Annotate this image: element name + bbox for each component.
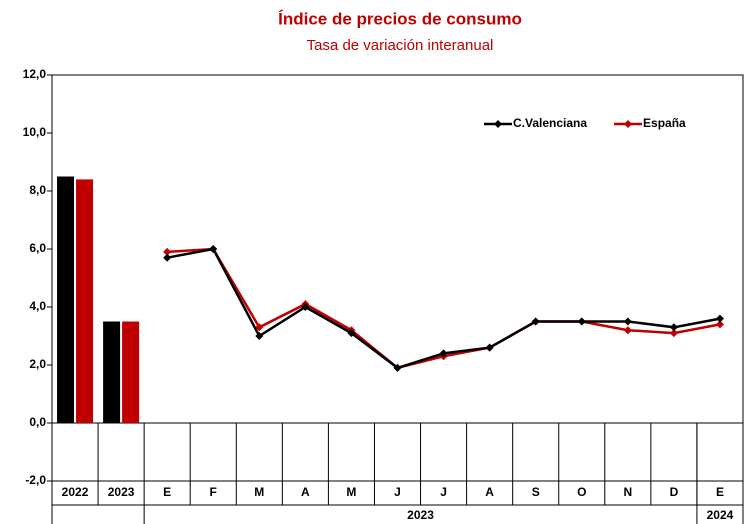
- bar: [76, 179, 94, 423]
- x-tick-label: A: [301, 485, 310, 499]
- x-tick-label: D: [670, 485, 679, 499]
- y-tick-label: 0,0: [29, 415, 46, 429]
- marker: [347, 329, 356, 338]
- x-tick-label: 2023: [108, 485, 135, 499]
- bar: [57, 176, 75, 423]
- group-label: 2023: [407, 508, 434, 522]
- y-tick-label: 10,0: [23, 125, 47, 139]
- marker: [669, 323, 678, 332]
- marker: [163, 253, 172, 262]
- marker: [669, 329, 678, 338]
- legend-label: C.Valenciana: [513, 116, 587, 130]
- marker: [255, 323, 264, 332]
- legend-label: España: [643, 116, 686, 130]
- y-tick-label: 4,0: [29, 299, 46, 313]
- marker: [623, 317, 632, 326]
- chart-title: Índice de precios de consumo: [278, 9, 522, 28]
- x-tick-label: E: [716, 485, 724, 499]
- marker: [209, 245, 218, 253]
- y-tick-label: 8,0: [29, 183, 46, 197]
- plot-frame: [51, 74, 744, 482]
- legend-marker: [624, 120, 633, 128]
- y-tick-label: -2,0: [25, 473, 46, 487]
- marker: [623, 326, 632, 335]
- chart-subtitle: Tasa de variación interanual: [307, 37, 494, 54]
- x-tick-label: O: [577, 485, 586, 499]
- marker: [485, 343, 494, 352]
- y-tick-label: 6,0: [29, 241, 46, 255]
- x-tick-label: J: [440, 485, 447, 499]
- marker: [255, 332, 264, 340]
- group-label: 2024: [707, 508, 734, 522]
- marker: [531, 317, 540, 326]
- x-tick-label: M: [254, 485, 264, 499]
- bar: [122, 321, 140, 423]
- bar: [103, 321, 121, 423]
- x-tick-label: M: [346, 485, 356, 499]
- x-tick-label: N: [623, 485, 632, 499]
- legend-marker: [494, 120, 502, 128]
- x-tick-label: F: [210, 485, 217, 499]
- marker: [577, 317, 586, 326]
- marker: [301, 303, 310, 311]
- marker: [163, 247, 172, 256]
- x-tick-label: A: [485, 485, 494, 499]
- x-tick-label: S: [532, 485, 540, 499]
- y-tick-label: 12,0: [23, 67, 47, 81]
- marker: [439, 349, 448, 358]
- x-tick-label: 2022: [62, 485, 89, 499]
- x-tick-label: J: [394, 485, 401, 499]
- y-tick-label: 2,0: [29, 357, 46, 371]
- x-tick-label: E: [163, 485, 171, 499]
- marker: [715, 314, 724, 323]
- marker: [715, 320, 724, 329]
- marker: [393, 363, 402, 372]
